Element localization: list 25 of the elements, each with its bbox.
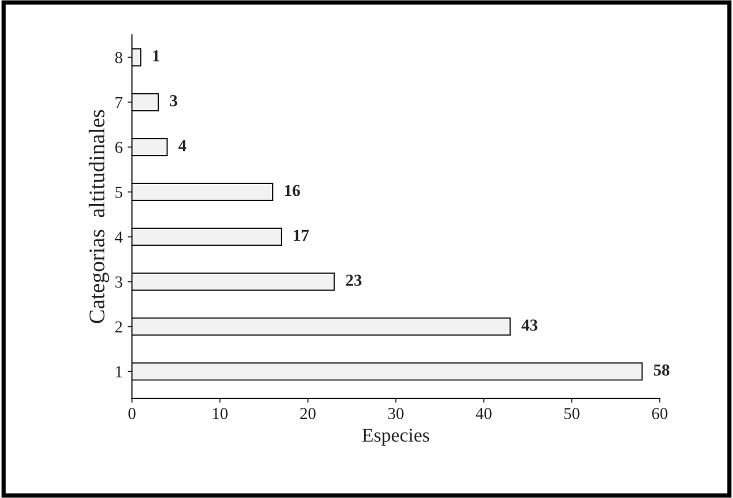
x-tick-label: 10 (213, 408, 228, 420)
x-tick-label: 50 (564, 408, 580, 420)
data-label: 23 (346, 274, 362, 286)
data-label: 17 (294, 230, 309, 241)
y-tick-label: 6 (115, 142, 122, 154)
x-tick-label: 40 (476, 408, 492, 420)
data-label: 4 (178, 140, 186, 152)
x-tick-label: 60 (652, 408, 668, 420)
y-tick-label: 5 (116, 186, 122, 198)
data-label: 58 (654, 364, 670, 376)
y-axis-title: Categorias altitudinales (88, 110, 110, 324)
data-label: 1 (153, 50, 160, 62)
y-tick-label: 1 (116, 366, 122, 378)
data-label: 3 (170, 95, 178, 106)
y-tick-label: 7 (116, 97, 122, 108)
y-tick-label: 8 (115, 52, 122, 64)
y-tick-label: 4 (114, 232, 123, 243)
x-tick-label: 30 (388, 408, 404, 420)
y-tick-label: 3 (115, 276, 122, 288)
x-tick-label: 0 (128, 408, 136, 420)
x-tick-label: 20 (300, 408, 316, 420)
data-label: 16 (285, 184, 300, 196)
data-label: 43 (522, 320, 538, 331)
x-axis-title: Especies (362, 428, 430, 446)
y-tick-label: 2 (115, 321, 122, 332)
